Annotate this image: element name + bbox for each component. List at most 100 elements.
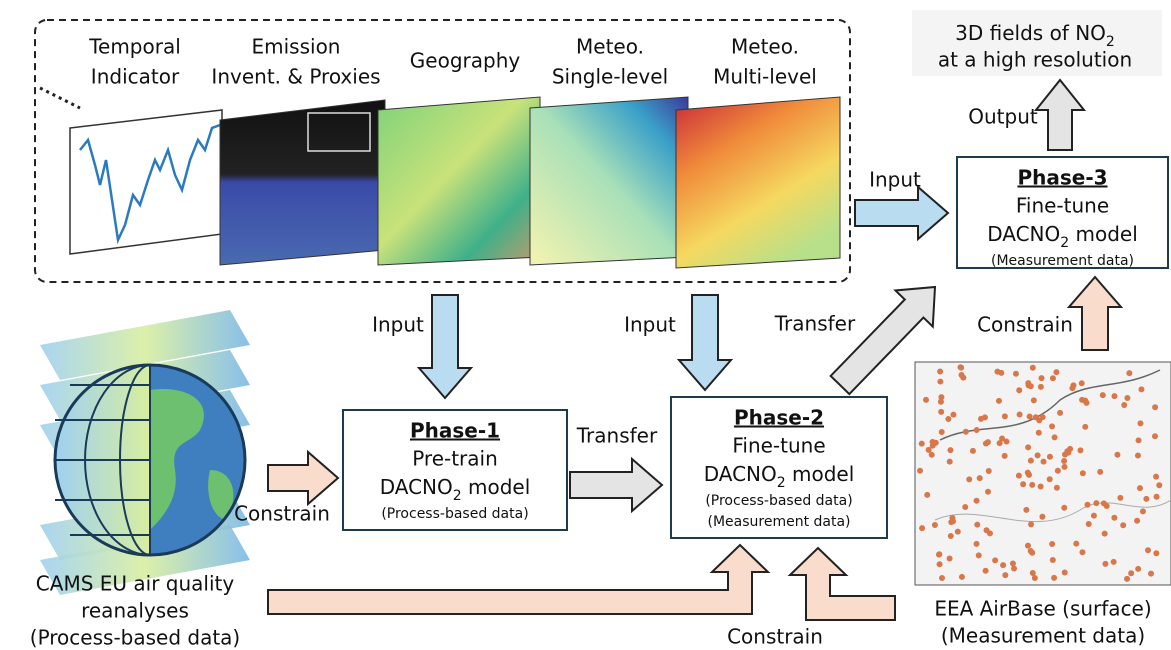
station-dot xyxy=(958,371,965,378)
station-dot xyxy=(1029,569,1036,576)
station-dot xyxy=(1023,506,1030,513)
station-dot xyxy=(947,532,954,539)
station-dot xyxy=(931,521,938,528)
station-dot xyxy=(1111,393,1118,400)
phase-text-sub: 2 xyxy=(453,488,462,504)
station-dot xyxy=(937,398,944,405)
station-dot xyxy=(1037,383,1044,390)
station-dot xyxy=(935,551,942,558)
station-dot xyxy=(938,394,945,401)
station-dot xyxy=(1145,547,1152,554)
station-dot xyxy=(1069,385,1076,392)
station-dot xyxy=(1049,375,1056,382)
station-dot xyxy=(1029,481,1036,488)
station-dot xyxy=(1001,413,1008,420)
phase-text-part: DACNO xyxy=(380,475,453,499)
station-dot xyxy=(937,368,944,375)
input-label: Meteo. xyxy=(731,35,799,59)
output-text-sub: 2 xyxy=(1106,34,1115,50)
station-dot xyxy=(1126,370,1133,377)
station-dot xyxy=(1039,513,1046,520)
input-group xyxy=(34,19,851,283)
phase-text-part: model xyxy=(786,462,855,486)
phase-text: (Measurement data) xyxy=(707,514,850,530)
station-dot xyxy=(1051,434,1058,441)
arrow-label: Input xyxy=(372,313,424,337)
station-dot xyxy=(966,476,973,483)
station-dot xyxy=(1083,399,1090,406)
station-dot xyxy=(958,573,965,580)
station-dot xyxy=(1061,463,1068,470)
station-dot xyxy=(984,488,991,495)
input-label: Temporal xyxy=(88,35,181,59)
station-dot xyxy=(973,540,980,547)
phase-text: DACNO2 model xyxy=(380,475,531,505)
station-dot xyxy=(962,428,969,435)
station-dot xyxy=(924,491,931,498)
phase-title: Phase-3 xyxy=(1017,166,1107,190)
arrow-label: Constrain xyxy=(234,502,330,526)
station-dot xyxy=(1051,574,1058,581)
station-dot xyxy=(1151,433,1158,440)
station-dot xyxy=(1153,493,1160,500)
arrow xyxy=(1033,78,1087,151)
station-dot xyxy=(1078,380,1085,387)
station-dot xyxy=(992,557,999,564)
station-dot xyxy=(984,439,991,446)
station-dot xyxy=(1137,420,1144,427)
station-dot xyxy=(1135,437,1142,444)
station-dot xyxy=(929,438,936,445)
station-dot xyxy=(1037,483,1044,490)
station-dot xyxy=(947,447,954,454)
station-dot xyxy=(1099,392,1106,399)
station-dot xyxy=(1090,512,1097,519)
station-dot xyxy=(917,467,924,474)
station-dot xyxy=(1061,504,1068,511)
station-dot xyxy=(1046,476,1053,483)
station-dot xyxy=(1027,457,1034,464)
station-dot xyxy=(1111,514,1118,521)
phase-text-sub: 2 xyxy=(1060,235,1069,251)
arrow xyxy=(829,285,937,396)
station-dot xyxy=(1101,530,1108,537)
station-dot xyxy=(1110,558,1117,565)
station-dot xyxy=(1153,473,1160,480)
station-dot xyxy=(1049,423,1056,430)
station-dot xyxy=(938,408,945,415)
station-dot xyxy=(949,515,956,522)
phase-text: Pre-train xyxy=(412,447,498,471)
arrow xyxy=(854,184,950,242)
arrow xyxy=(267,449,340,507)
arrow-label: Constrain xyxy=(977,313,1073,337)
input-label: Meteo. xyxy=(576,35,644,59)
output-text: 3D fields of NO2 xyxy=(955,21,1115,51)
station-dot xyxy=(985,468,992,475)
station-dot xyxy=(1073,540,1080,547)
phase-text: (Measurement data) xyxy=(991,253,1134,269)
station-dot xyxy=(1079,396,1086,403)
station-dot xyxy=(928,451,935,458)
input-label: Indicator xyxy=(91,65,180,89)
output-text-part: 3D fields of NO xyxy=(955,21,1106,45)
station-dot xyxy=(1016,411,1023,418)
phase-text: DACNO2 model xyxy=(704,462,855,492)
station-dot xyxy=(1156,482,1163,489)
source-label: CAMS EU air quality xyxy=(36,572,235,596)
phase-title: Phase-1 xyxy=(410,419,500,443)
station-dot xyxy=(1061,569,1068,576)
station-map xyxy=(914,361,1171,586)
station-dot xyxy=(1053,484,1060,491)
station-dot xyxy=(1134,452,1141,459)
station-dot xyxy=(936,561,943,568)
station-dot xyxy=(996,440,1003,447)
station-dot xyxy=(938,574,945,581)
station-dot xyxy=(1061,457,1068,464)
station-dot xyxy=(918,440,925,447)
station-dot xyxy=(1015,472,1022,479)
station-dot xyxy=(1029,364,1036,371)
station-dot xyxy=(1057,409,1064,416)
station-dot xyxy=(1128,570,1135,577)
station-dot xyxy=(1153,550,1160,557)
station-dot xyxy=(925,446,932,453)
arrow-label: Transfer xyxy=(576,424,658,448)
